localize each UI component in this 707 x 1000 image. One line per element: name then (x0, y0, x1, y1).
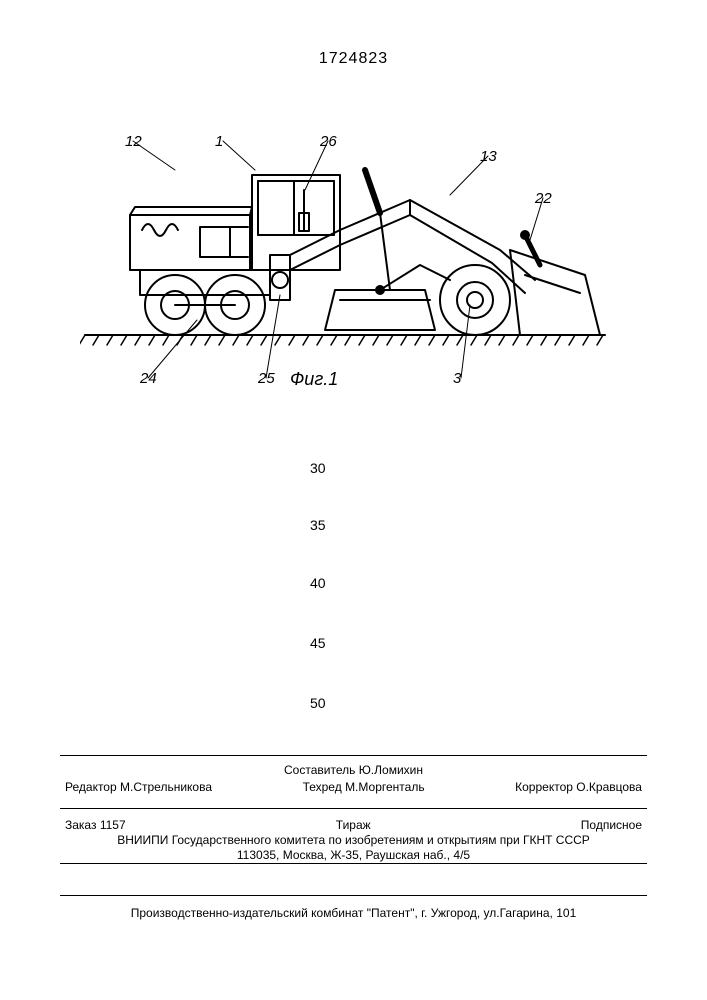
corrector-label: Корректор (515, 780, 573, 794)
techred-name: М.Моргенталь (345, 780, 425, 794)
figure-label-24: 24 (140, 370, 157, 387)
techred-label: Техред (303, 780, 342, 794)
corrector-name: О.Кравцова (576, 780, 642, 794)
compositor-name: Ю.Ломихин (359, 763, 423, 777)
figure-label-1: 1 (215, 133, 223, 150)
patent-page: 1724823 (0, 0, 707, 1000)
line-number-45: 45 (310, 635, 326, 651)
line-number-40: 40 (310, 575, 326, 591)
prod-line: Производственно-издательский комбинат "П… (0, 906, 707, 920)
figure-label-26: 26 (320, 133, 337, 150)
line-number-35: 35 (310, 517, 326, 533)
line-number-50: 50 (310, 695, 326, 711)
footer-rule-1 (60, 755, 647, 756)
figure-label-3: 3 (453, 370, 461, 387)
compositor-line: Составитель Ю.Ломихин (0, 763, 707, 777)
editor-label: Редактор (65, 780, 117, 794)
patent-number: 1724823 (0, 50, 707, 68)
tirazh-label: Тираж (336, 818, 371, 832)
figure-caption: Фиг.1 (290, 369, 338, 390)
footer-rule-3 (60, 863, 647, 864)
compositor-label: Составитель (284, 763, 355, 777)
addr-line: 113035, Москва, Ж-35, Раушская наб., 4/5 (0, 848, 707, 862)
footer-rule-4 (60, 895, 647, 896)
footer-rule-2 (60, 808, 647, 809)
order-num: 1157 (100, 818, 126, 832)
figure-1 (80, 115, 610, 395)
org-line: ВНИИПИ Государственного комитета по изоб… (0, 833, 707, 847)
techred-block: Техред М.Моргенталь (303, 780, 425, 794)
figure-label-13: 13 (480, 148, 497, 165)
line-number-30: 30 (310, 460, 326, 476)
order-row: Заказ 1157 Тираж Подписное (65, 818, 642, 832)
figure-label-12: 12 (125, 133, 142, 150)
figure-label-25: 25 (258, 370, 275, 387)
editor-block: Редактор М.Стрельникова (65, 780, 212, 794)
sig-label: Подписное (581, 818, 642, 832)
order-label: Заказ (65, 818, 96, 832)
corrector-block: Корректор О.Кравцова (515, 780, 642, 794)
order-block: Заказ 1157 (65, 818, 126, 832)
figure-label-22: 22 (535, 190, 552, 207)
editor-name: М.Стрельникова (120, 780, 212, 794)
credits-row: Редактор М.Стрельникова Техред М.Моргент… (65, 780, 642, 794)
